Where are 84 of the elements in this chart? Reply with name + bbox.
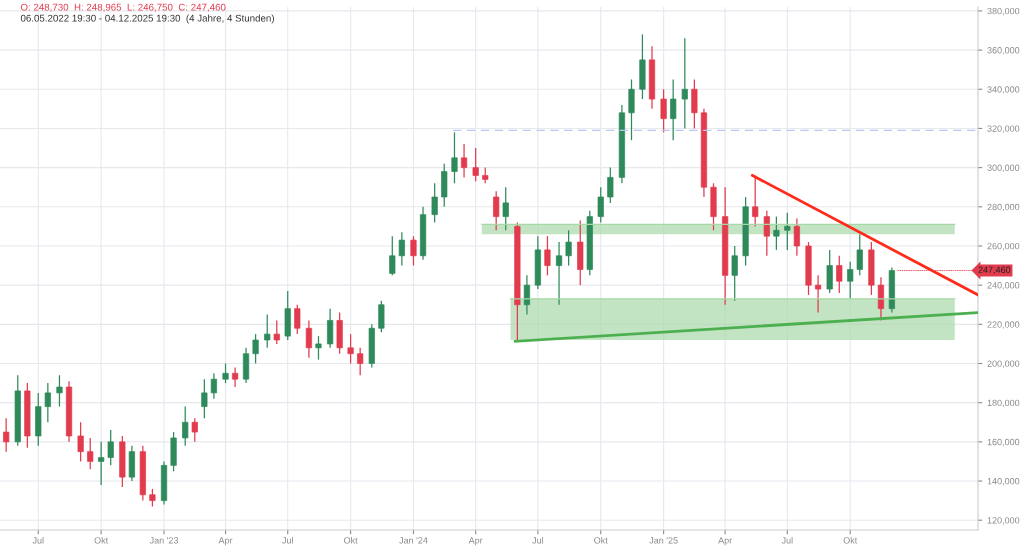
x-tick-label: Jul: [532, 536, 544, 544]
candlestick: [784, 212, 791, 251]
y-tick-label: 340,000: [987, 86, 1020, 94]
candlestick: [107, 429, 114, 466]
candlestick: [294, 304, 301, 335]
candlestick: [493, 190, 500, 231]
y-tick-label: 220,000: [987, 321, 1020, 329]
candlestick: [77, 421, 84, 463]
candlestick: [847, 261, 854, 300]
x-tick-label: Jan '24: [399, 537, 428, 544]
candlestick: [793, 217, 800, 257]
y-tick-label: 160,000: [987, 438, 1020, 447]
candlestick: [597, 186, 604, 224]
candlestick: [460, 143, 468, 179]
x-tick-label: Apr: [218, 537, 233, 546]
candlestick: [98, 441, 105, 486]
annotation: O: 248,730 H: 248,965 L: 246,750 C: 247,460: [20, 3, 226, 12]
annotation: 06.05.2022 19:30 - 04.12.2025 19:30 (4 Jahre, 4 Stunden): [20, 14, 274, 24]
y-tick-label: 280,000: [987, 203, 1020, 212]
candlestick: [607, 166, 614, 204]
candlestick: [451, 131, 458, 184]
candlestick: [660, 88, 667, 133]
candlestick: [347, 333, 354, 365]
x-tick-label: Apr: [468, 537, 483, 546]
y-tick-label: 120,000: [987, 517, 1020, 525]
x-tick-label: Okt: [344, 536, 358, 544]
candlestick: [44, 382, 51, 423]
candlestick: [410, 235, 417, 267]
x-tick-label: Okt: [594, 536, 608, 544]
candlestick: [472, 147, 479, 182]
x-tick-label: Jul: [781, 536, 793, 544]
candlestick: [681, 37, 688, 130]
candlestick: [691, 78, 698, 130]
x-tick-label: Jul: [282, 536, 293, 544]
candlestick: [544, 235, 551, 276]
candlestick: [670, 78, 677, 141]
x-tick-label: Jul: [32, 536, 44, 544]
x-tick-label: Jan '23: [149, 537, 179, 544]
y-tick-label: 240,000: [987, 282, 1020, 290]
y-tick-label: 360,000: [987, 47, 1020, 55]
x-tick-label: Apr: [718, 537, 732, 546]
candlestick: [315, 335, 322, 361]
y-tick-label: 200,000: [987, 360, 1020, 368]
candlestick: [814, 274, 822, 314]
candlestick: [357, 347, 364, 376]
candlestick: [389, 235, 396, 276]
annotation: 247,460: [978, 266, 1011, 275]
candlestick: [628, 78, 635, 141]
candlestick: [773, 215, 780, 251]
x-tick-label: Okt: [843, 536, 858, 544]
candlestick: [565, 229, 572, 267]
candlestick: [731, 245, 738, 302]
candlestick: [378, 300, 385, 333]
candlestick: [763, 210, 770, 257]
candlestick: [56, 374, 63, 408]
candlestick: [3, 417, 10, 453]
candlestick: [87, 437, 94, 470]
x-tick-label: Okt: [94, 536, 109, 544]
candlestick: [264, 313, 271, 349]
y-tick-label: 300,000: [987, 164, 1020, 173]
candlestick: [826, 249, 833, 294]
y-tick-label: 380,000: [987, 7, 1020, 16]
candlestick: [222, 362, 229, 384]
y-tick-label: 260,000: [987, 242, 1020, 251]
y-tick-label: 320,000: [987, 125, 1020, 133]
candlestick: [201, 378, 208, 419]
candlestick: [398, 231, 405, 267]
x-tick-label: Jan '25: [649, 537, 678, 544]
y-tick-label: 140,000: [987, 478, 1020, 486]
candlestick: [327, 308, 334, 349]
candlestick: [856, 233, 863, 276]
candlestick: [182, 405, 189, 447]
candlestick: [836, 255, 843, 294]
candlestick: [502, 186, 509, 231]
candlestick: [523, 274, 531, 316]
candlestick: [191, 417, 198, 443]
candlestick: [252, 333, 259, 365]
candlestick: [431, 182, 438, 224]
candlestick: [555, 241, 563, 306]
candlestick: [273, 319, 280, 345]
candlestick: [232, 366, 239, 388]
candlestick: [210, 372, 217, 400]
candlestick: [305, 319, 312, 359]
y-tick-label: 180,000: [987, 399, 1020, 408]
